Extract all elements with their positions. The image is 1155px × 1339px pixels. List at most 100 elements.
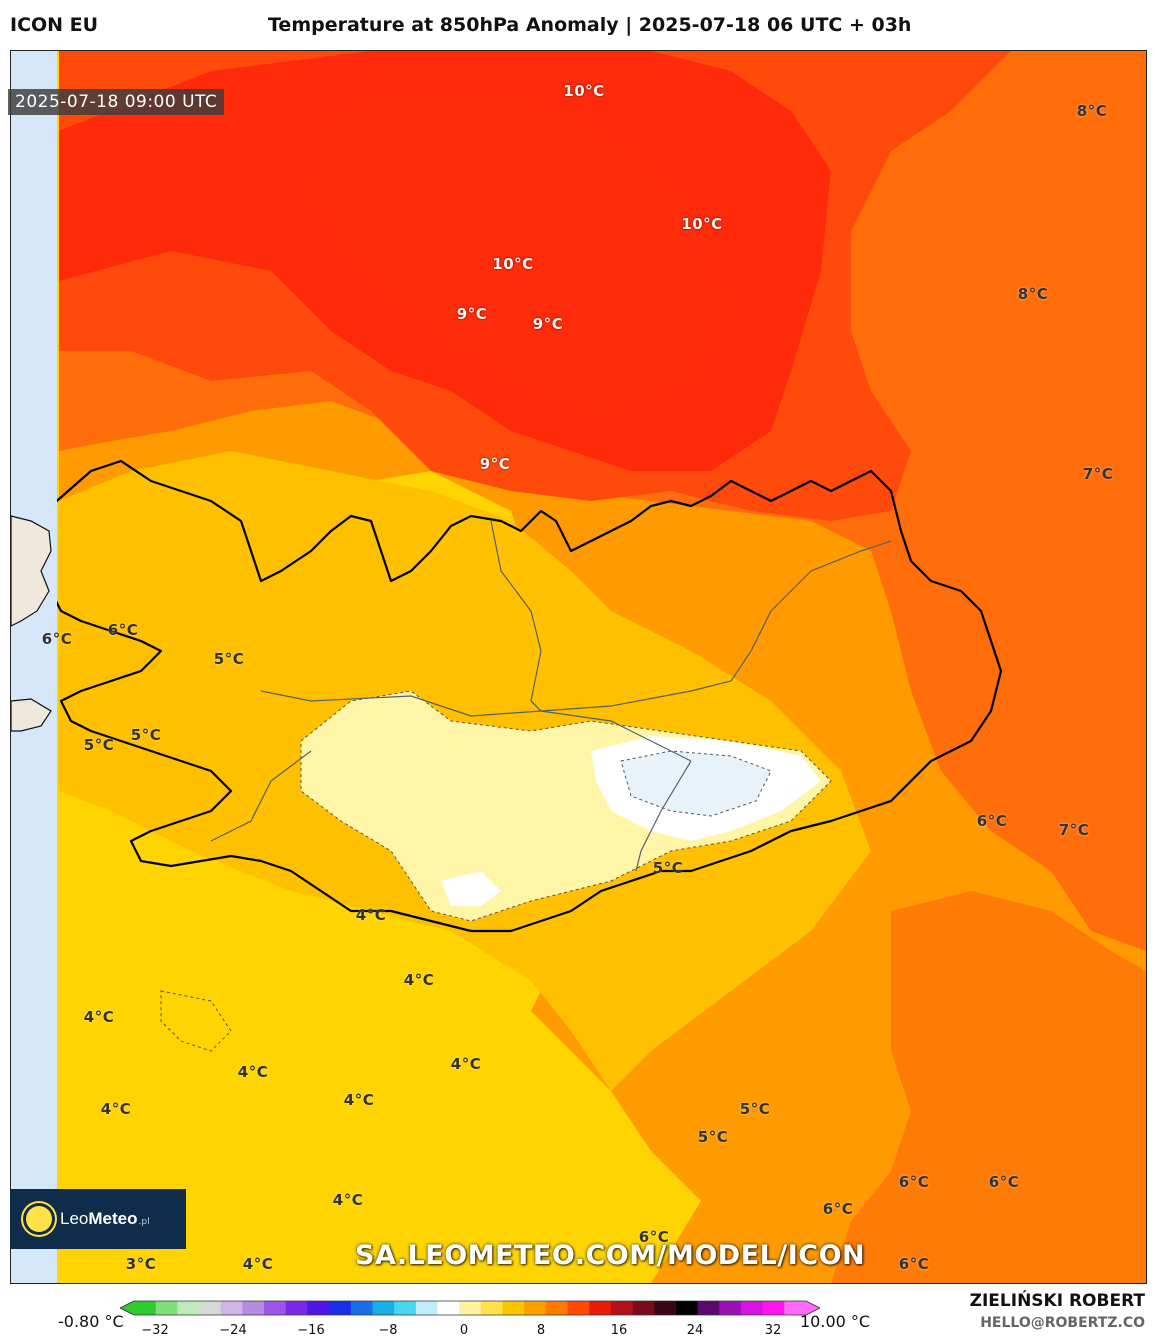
colorbar-segment bbox=[177, 1301, 200, 1315]
map-zone-orange-southeast bbox=[831, 891, 1146, 1283]
temperature-label: 4°C bbox=[100, 1100, 132, 1118]
temperature-label: 5°C bbox=[130, 726, 162, 744]
colorbar-segment bbox=[220, 1301, 243, 1315]
colorbar-segment bbox=[762, 1301, 785, 1315]
region-border bbox=[635, 760, 692, 872]
temperature-label: 5°C bbox=[652, 859, 684, 877]
temperature-label: 4°C bbox=[83, 1008, 115, 1026]
contour-line bbox=[620, 750, 772, 817]
temperature-label: 5°C bbox=[697, 1128, 729, 1146]
colorbar-segment bbox=[155, 1301, 178, 1315]
valid-time-badge: 2025-07-18 09:00 UTC bbox=[8, 89, 225, 115]
colorbar-segment bbox=[242, 1301, 265, 1315]
temperature-label: 6°C bbox=[41, 630, 73, 648]
temperature-label: 6°C bbox=[898, 1173, 930, 1191]
temperature-label: 4°C bbox=[343, 1091, 375, 1109]
temperature-label: 4°C bbox=[403, 971, 435, 989]
colorbar-tick-label: 32 bbox=[764, 1323, 782, 1338]
colorbar-tick-label: −16 bbox=[297, 1323, 325, 1338]
temperature-label: 4°C bbox=[242, 1255, 274, 1273]
colorbar-segment bbox=[134, 1301, 157, 1315]
logo-tld: .pl bbox=[138, 1217, 150, 1227]
temperature-label: 4°C bbox=[237, 1063, 269, 1081]
colorbar-segment bbox=[654, 1301, 677, 1315]
colorbar bbox=[120, 1300, 820, 1316]
author-email[interactable]: HELLO@ROBERTZ.CO bbox=[980, 1315, 1145, 1331]
temperature-label: 6°C bbox=[898, 1255, 930, 1273]
map-zone-pale-blue bbox=[621, 751, 771, 816]
sun-icon bbox=[26, 1206, 52, 1232]
colorbar-tick-label: −24 bbox=[219, 1323, 247, 1338]
temperature-label: 6°C bbox=[976, 812, 1008, 830]
colorbar-tick-label: 0 bbox=[459, 1323, 469, 1338]
colorbar-segment bbox=[784, 1301, 807, 1315]
colorbar-segment bbox=[675, 1301, 699, 1315]
temperature-label: 6°C bbox=[638, 1228, 670, 1246]
temperature-label: 6°C bbox=[107, 621, 139, 639]
greenland-coast bbox=[11, 698, 52, 732]
temperature-label: 8°C bbox=[1017, 285, 1049, 303]
map-canvas bbox=[11, 51, 1146, 1283]
colorbar-segment bbox=[567, 1301, 590, 1315]
colorbar-max-label: 10.00 °C bbox=[800, 1312, 871, 1331]
temperature-label: 4°C bbox=[332, 1191, 364, 1209]
colorbar-segment bbox=[502, 1301, 525, 1315]
colorbar-segment bbox=[480, 1301, 504, 1315]
leometeo-logo[interactable]: LeoMeteo .pl bbox=[10, 1189, 186, 1249]
contour-line bbox=[160, 990, 232, 1052]
region-border bbox=[490, 520, 692, 762]
colorbar-segment bbox=[285, 1301, 308, 1315]
colorbar-tick-label: 8 bbox=[536, 1323, 546, 1338]
temperature-label: 5°C bbox=[739, 1100, 771, 1118]
temperature-label: 8°C bbox=[1076, 102, 1108, 120]
temperature-label: 5°C bbox=[83, 736, 115, 754]
map-zone-white-south bbox=[441, 871, 501, 906]
colorbar-segment bbox=[459, 1301, 482, 1315]
temperature-label: 10°C bbox=[681, 215, 723, 233]
temperature-label: 3°C bbox=[125, 1255, 157, 1273]
colorbar-segment bbox=[740, 1301, 764, 1315]
colorbar-segment bbox=[350, 1301, 373, 1315]
temperature-anomaly-map: 10°C 8°C 10°C 10°C 8°C 9°C 9°C 9°C 7°C 6°C 6°C 5°C 5… bbox=[10, 50, 1147, 1284]
colorbar-extend-max bbox=[806, 1301, 820, 1315]
temperature-label: 4°C bbox=[450, 1055, 482, 1073]
region-border bbox=[210, 750, 312, 842]
temperature-label: 5°C bbox=[213, 650, 245, 668]
colorbar-segment bbox=[589, 1301, 612, 1315]
colorbar-segment bbox=[632, 1301, 655, 1315]
author-name: ZIELIŃSKI ROBERT bbox=[969, 1291, 1145, 1311]
colorbar-tick-label: 24 bbox=[686, 1323, 704, 1338]
temperature-label: 10°C bbox=[492, 255, 534, 273]
colorbar-segment bbox=[307, 1301, 330, 1315]
colorbar-tick-label: −32 bbox=[141, 1323, 169, 1338]
colorbar-extend-min bbox=[120, 1301, 134, 1315]
temperature-label: 4°C bbox=[355, 906, 387, 924]
temperature-label: 7°C bbox=[1082, 465, 1114, 483]
iceland-coastline bbox=[44, 459, 1003, 933]
region-border bbox=[260, 540, 892, 717]
temperature-label: 7°C bbox=[1058, 821, 1090, 839]
colorbar-segment bbox=[719, 1301, 742, 1315]
map-zone-red-inner bbox=[311, 91, 731, 411]
colorbar-segment bbox=[697, 1301, 720, 1315]
temperature-label: 9°C bbox=[479, 455, 511, 473]
temperature-label: 9°C bbox=[456, 305, 488, 323]
colorbar-segment bbox=[372, 1301, 395, 1315]
colorbar-segment bbox=[415, 1301, 438, 1315]
colorbar-ticks: −32 −24 −16 −8 0 8 16 24 32 bbox=[0, 1323, 1155, 1339]
colorbar-min-label: -0.80 °C bbox=[58, 1312, 124, 1331]
colorbar-segment bbox=[394, 1301, 417, 1315]
model-name: ICON EU bbox=[10, 14, 99, 36]
colorbar-segment bbox=[437, 1301, 460, 1315]
map-title: Temperature at 850hPa Anomaly | 2025-07-… bbox=[268, 14, 912, 36]
greenland-coast bbox=[11, 515, 52, 627]
logo-text: LeoMeteo bbox=[60, 1209, 138, 1228]
colorbar-segment bbox=[329, 1301, 352, 1315]
colorbar-tick-label: −8 bbox=[378, 1323, 398, 1338]
temperature-label: 6°C bbox=[822, 1200, 854, 1218]
temperature-label: 9°C bbox=[532, 315, 564, 333]
greenland-strip bbox=[11, 51, 57, 1283]
colorbar-segment bbox=[264, 1301, 287, 1315]
colorbar-tick-label: 16 bbox=[610, 1323, 628, 1338]
colorbar-segment bbox=[524, 1301, 547, 1315]
